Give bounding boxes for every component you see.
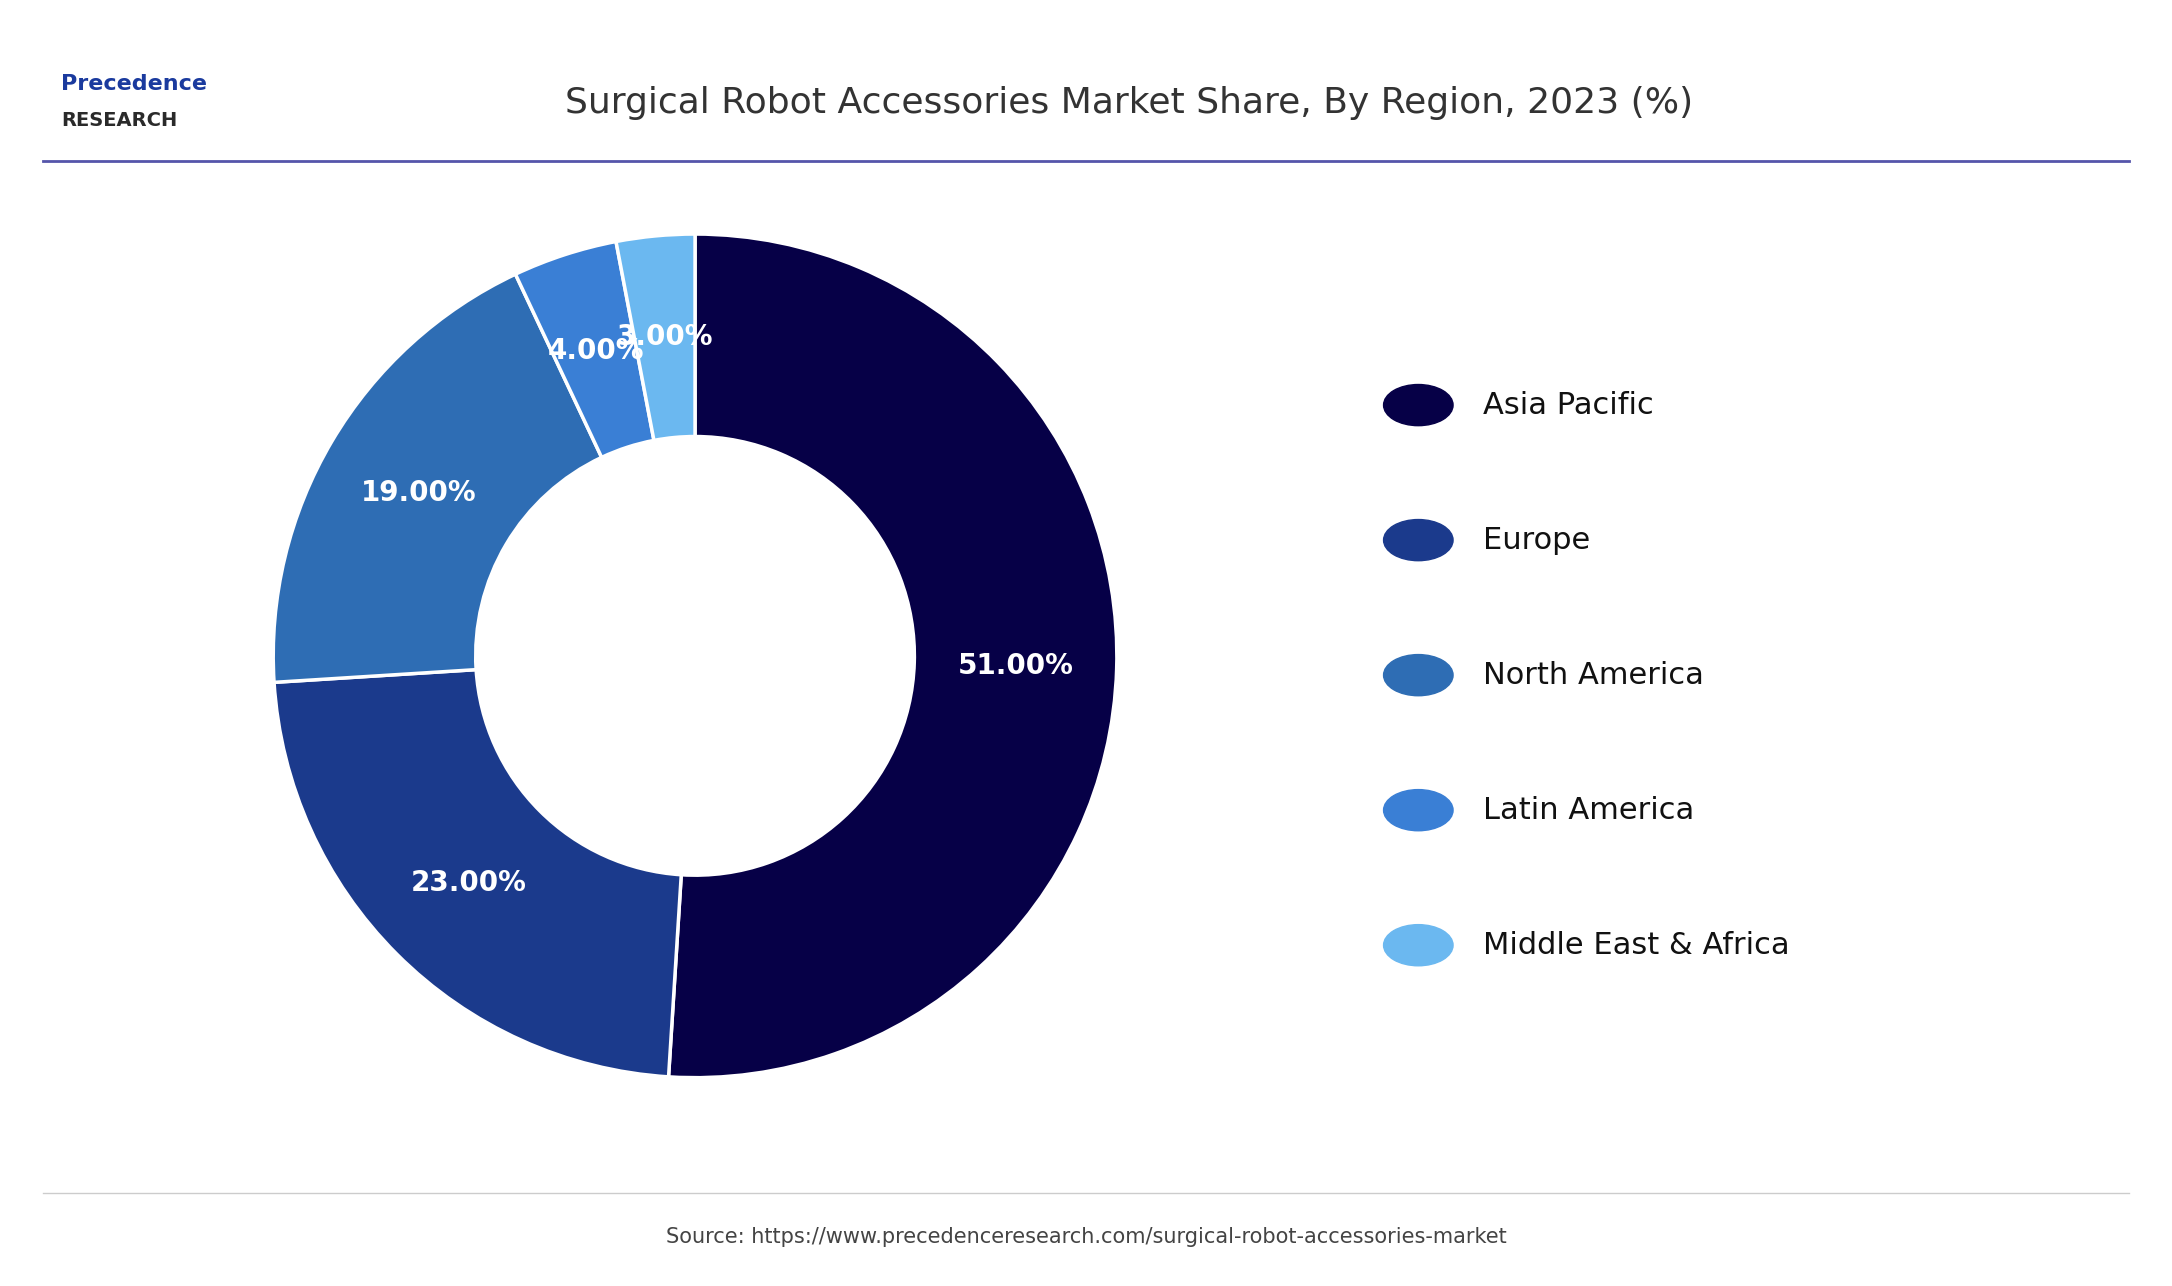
Text: 51.00%: 51.00%: [958, 652, 1073, 680]
Text: 19.00%: 19.00%: [361, 478, 478, 507]
Text: 23.00%: 23.00%: [411, 868, 526, 896]
Text: Europe: Europe: [1483, 526, 1590, 554]
Text: Surgical Robot Accessories Market Share, By Region, 2023 (%): Surgical Robot Accessories Market Share,…: [565, 86, 1694, 120]
Wedge shape: [515, 242, 654, 458]
Text: Asia Pacific: Asia Pacific: [1483, 391, 1655, 419]
Text: 3.00%: 3.00%: [617, 323, 712, 351]
Text: Latin America: Latin America: [1483, 796, 1694, 824]
Wedge shape: [617, 234, 695, 440]
Text: Precedence: Precedence: [61, 73, 206, 94]
Text: 4.00%: 4.00%: [547, 337, 645, 365]
Wedge shape: [274, 274, 602, 683]
Wedge shape: [274, 670, 682, 1076]
Text: Source: https://www.precedenceresearch.com/surgical-robot-accessories-market: Source: https://www.precedenceresearch.c…: [665, 1227, 1507, 1247]
Text: RESEARCH: RESEARCH: [61, 112, 178, 130]
Wedge shape: [669, 234, 1116, 1078]
Text: North America: North America: [1483, 661, 1705, 689]
Text: Middle East & Africa: Middle East & Africa: [1483, 931, 1790, 959]
